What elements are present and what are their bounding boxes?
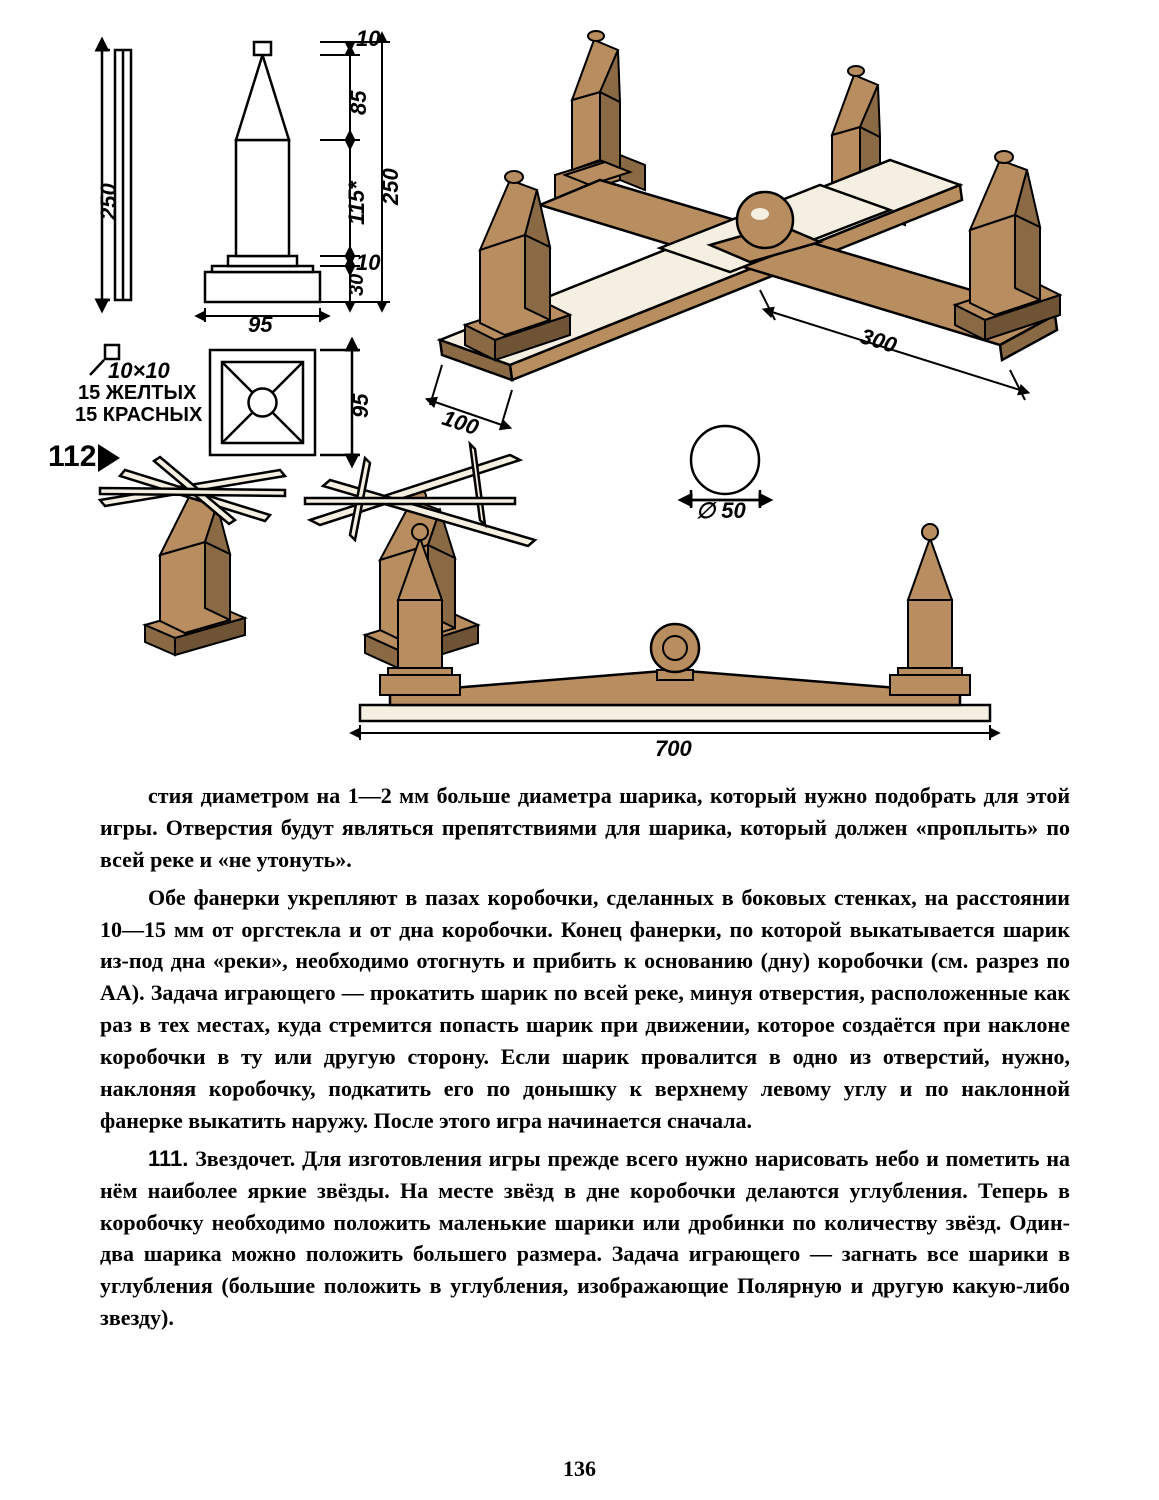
dim-tower-knob: 10 [356, 26, 380, 52]
note-red: 15 КРАСНЫХ [75, 404, 202, 426]
paragraph-3-text: Для изготовления игры прежде всего нужно… [100, 1146, 1070, 1330]
section-number: 111. [148, 1146, 188, 1171]
dim-plank-section: 10×10 [108, 358, 170, 384]
paragraph-2: Обе фанерки укрепляют в пазах коробочки,… [100, 882, 1070, 1137]
page: 250 10×10 15 ЖЕЛТЫХ 15 КРАСНЫХ 10 85 115… [0, 0, 1159, 1500]
diagram-area: 250 10×10 15 ЖЕЛТЫХ 15 КРАСНЫХ 10 85 115… [60, 10, 1120, 740]
body-text: стия диаметром на 1—2 мм больше диаметра… [100, 780, 1070, 1340]
dim-span-700: 700 [655, 736, 692, 762]
dim-tower-base-h: 30 [346, 274, 369, 296]
figure-arrow-icon [98, 444, 120, 472]
dim-ball-d: ∅ 50 [696, 498, 746, 524]
dim-tower-body: 115* [344, 181, 370, 225]
dim-tower-base-w: 95 [248, 312, 272, 338]
dim-tower-total: 250 [378, 168, 404, 205]
dim-tower-collar: 10 [356, 250, 380, 276]
technical-illustration [60, 10, 1120, 740]
paragraph-3: 111. Звездочет. Для изготовления игры пр… [100, 1143, 1070, 1334]
dim-tower-cone: 85 [346, 91, 372, 115]
page-number: 136 [0, 1456, 1159, 1482]
dim-tower-plan: 95 [348, 394, 374, 418]
dim-plank-length: 250 [96, 183, 122, 220]
section-title: Звездочет. [195, 1146, 295, 1171]
paragraph-1: стия диаметром на 1—2 мм больше диаметра… [100, 780, 1070, 876]
figure-number: 112 [48, 440, 96, 474]
note-yellow: 15 ЖЕЛТЫХ [78, 382, 196, 404]
